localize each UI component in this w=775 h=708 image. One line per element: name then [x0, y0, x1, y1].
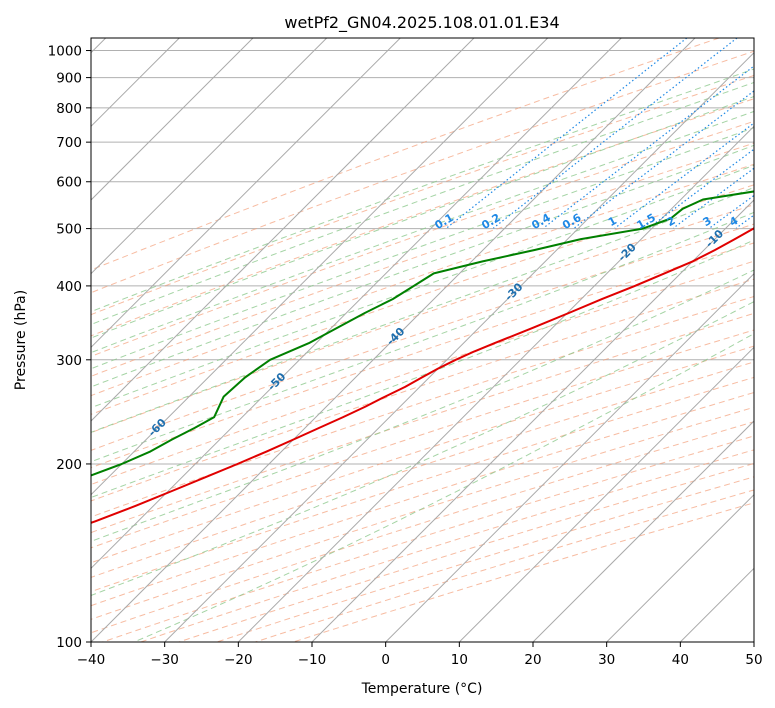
isotherm-line — [311, 199, 754, 642]
isotherm-line — [164, 51, 754, 642]
moist-adiabat-line — [91, 269, 754, 542]
mixing-ratio-line — [573, 90, 754, 229]
isotherm-line — [91, 38, 622, 570]
x-tick-label: 40 — [672, 652, 689, 668]
x-tick-label: −20 — [224, 652, 253, 668]
isotherm-line — [91, 38, 696, 642]
mixing-ratio-line — [543, 65, 754, 229]
dry-adiabat-line — [91, 120, 754, 357]
y-tick-label: 100 — [56, 635, 82, 651]
dry-adiabat-line — [91, 406, 754, 620]
dry-adiabat-line — [91, 38, 720, 271]
moist-adiabat-line — [91, 144, 754, 388]
x-tick-label: 30 — [598, 652, 615, 668]
x-tick-label: −10 — [298, 652, 327, 668]
moist-adiabat-line — [91, 68, 754, 313]
isotherm-line — [91, 38, 401, 349]
x-tick-label: −30 — [150, 652, 179, 668]
background-lines — [91, 38, 754, 642]
x-axis-title: Temperature (°C) — [361, 681, 483, 697]
dry-adiabat-line — [91, 295, 754, 518]
isotherm-line — [91, 38, 475, 422]
dry-adiabat-line — [91, 391, 754, 607]
y-tick-label: 300 — [56, 353, 82, 369]
isotherm-line — [237, 125, 754, 642]
isotherm-line — [532, 420, 754, 642]
dry-adiabat-line — [293, 502, 754, 642]
profile-lines — [91, 190, 754, 524]
temperature-profile-line — [91, 227, 754, 524]
plot-frame — [90, 37, 755, 643]
isotherm-line — [91, 38, 549, 496]
chart-title: wetPf2_GN04.2025.108.01.01.E34 — [284, 13, 559, 33]
dry-adiabat-line — [91, 278, 754, 502]
isotherm-line — [91, 38, 254, 201]
x-tick-label: 20 — [524, 652, 541, 668]
dry-adiabat-line — [91, 260, 754, 486]
moist-adiabat-line — [91, 301, 754, 597]
y-tick-label: 1000 — [48, 44, 82, 60]
x-tick-label: 10 — [451, 652, 468, 668]
y-axis-title: Pressure (hPa) — [13, 290, 29, 390]
dry-adiabat-line — [102, 435, 754, 642]
dewpoint-profile-line — [91, 190, 754, 477]
y-tick-label: 400 — [56, 279, 82, 295]
moist-adiabat-line — [91, 164, 754, 409]
y-tick-label: 500 — [56, 222, 82, 238]
isotherm-line — [606, 493, 754, 642]
isotherm-line — [458, 346, 754, 642]
axes: −40 −30 −20 −10 0 10 20 30 40 50 100 200 300 400 500 60… — [48, 44, 763, 668]
dry-adiabat-line — [91, 421, 754, 634]
isotherm-line — [385, 272, 754, 642]
y-tick-label: 800 — [56, 101, 82, 117]
dry-adiabat-line — [91, 376, 754, 593]
moist-adiabat-line — [91, 95, 754, 339]
y-tick-label: 700 — [56, 135, 82, 151]
x-tick-label: 50 — [745, 652, 762, 668]
x-tick-label: −40 — [77, 652, 106, 668]
y-tick-label: 200 — [56, 457, 82, 473]
dry-adiabat-line — [91, 312, 754, 534]
dry-adiabat-line — [91, 329, 754, 549]
dry-adiabat-line — [91, 50, 754, 294]
y-tick-label: 600 — [56, 175, 82, 191]
moist-adiabat-line — [91, 239, 754, 498]
y-tick-label: 900 — [56, 71, 82, 87]
x-tick-label: 0 — [381, 652, 390, 668]
moist-adiabat-line — [91, 81, 754, 326]
mixing-ratio-line — [709, 194, 754, 229]
isotherm-line — [91, 38, 328, 275]
